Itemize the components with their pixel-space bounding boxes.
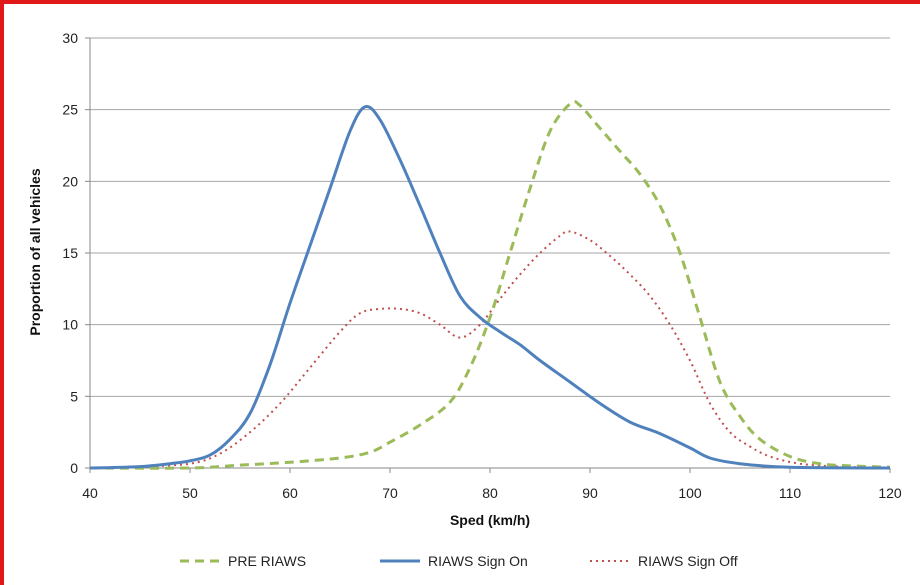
x-tick-label: 110 bbox=[779, 485, 802, 501]
legend-label: RIAWS Sign Off bbox=[638, 553, 738, 569]
legend-label: RIAWS Sign On bbox=[428, 553, 528, 569]
series-line-1 bbox=[89, 104, 891, 470]
axes bbox=[85, 37, 891, 473]
y-tick-label: 20 bbox=[62, 173, 78, 189]
tick-labels: 0 5 10 15 20 25 30 40 50 60 70 80 90 100 110 120 bbox=[62, 30, 901, 501]
y-tick-label: 30 bbox=[62, 30, 78, 46]
y-tick-label: 0 bbox=[70, 460, 78, 476]
y-tick-label: 25 bbox=[62, 102, 78, 118]
series-line-2 bbox=[89, 230, 891, 469]
x-tick-label: 90 bbox=[582, 485, 598, 501]
x-tick-label: 40 bbox=[82, 485, 98, 501]
x-tick-label: 80 bbox=[482, 485, 498, 501]
series-line-0 bbox=[89, 99, 891, 470]
x-tick-label: 120 bbox=[878, 485, 902, 501]
gridlines bbox=[90, 37, 890, 397]
x-tick-label: 70 bbox=[382, 485, 398, 501]
series-lines bbox=[89, 99, 891, 470]
y-tick-label: 10 bbox=[62, 317, 78, 333]
legend: PRE RIAWS RIAWS Sign On RIAWS Sign Off bbox=[180, 553, 738, 569]
x-tick-label: 60 bbox=[282, 485, 298, 501]
legend-label: PRE RIAWS bbox=[228, 553, 306, 569]
y-tick-label: 5 bbox=[70, 388, 78, 404]
x-axis-title: Sped (km/h) bbox=[450, 512, 530, 528]
y-tick-label: 15 bbox=[62, 245, 78, 261]
x-tick-label: 100 bbox=[678, 485, 702, 501]
x-tick-label: 50 bbox=[182, 485, 198, 501]
y-axis-title: Proportion of all vehicles bbox=[27, 168, 43, 335]
